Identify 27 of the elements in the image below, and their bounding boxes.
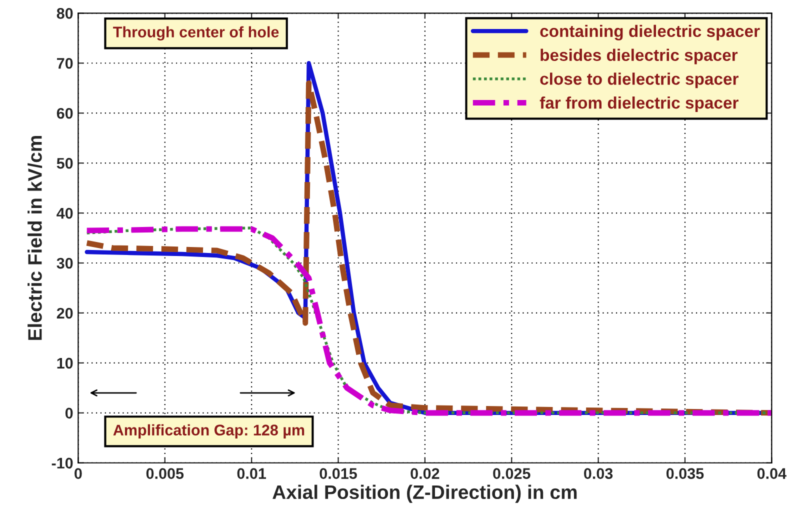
y-tick-label: 0 [65,408,73,419]
y-tick-label: 70 [57,58,73,69]
y-tick-label: 30 [56,258,73,269]
x-tick-label: 0.035 [666,468,704,479]
x-tick-label: 0.03 [584,468,613,479]
y-axis-title: Electric Field in kV/cm [28,136,42,340]
y-tick-label: -10 [52,458,73,469]
legend-label: containing dielectric spacer [540,24,760,40]
x-tick-label: 0 [74,468,82,479]
x-tick-label: 0.04 [757,468,786,479]
y-tick-label: 10 [57,358,73,369]
x-tick-label: 0.02 [410,468,440,479]
annotation: Amplification Gap: 128 µm [113,424,304,439]
y-tick-label: 20 [56,308,73,319]
annotation: Through center of hole [113,26,279,41]
x-tick-label: 0.025 [493,468,530,479]
x-tick-label: 0.005 [146,468,184,479]
x-tick-label: 0.01 [237,468,266,479]
legend-label: far from dielectric spacer [540,96,738,112]
y-tick-label: 80 [56,8,73,19]
x-axis-title: Axial Position (Z-Direction) in cm [272,484,577,503]
x-tick-label: 0.015 [320,468,357,479]
y-tick-label: 50 [56,158,73,169]
y-tick-label: 60 [56,108,73,119]
y-tick-label: 40 [56,208,73,219]
legend-label: besides dielectric spacer [540,48,738,64]
legend-label: close to dielectric spacer [540,72,738,88]
